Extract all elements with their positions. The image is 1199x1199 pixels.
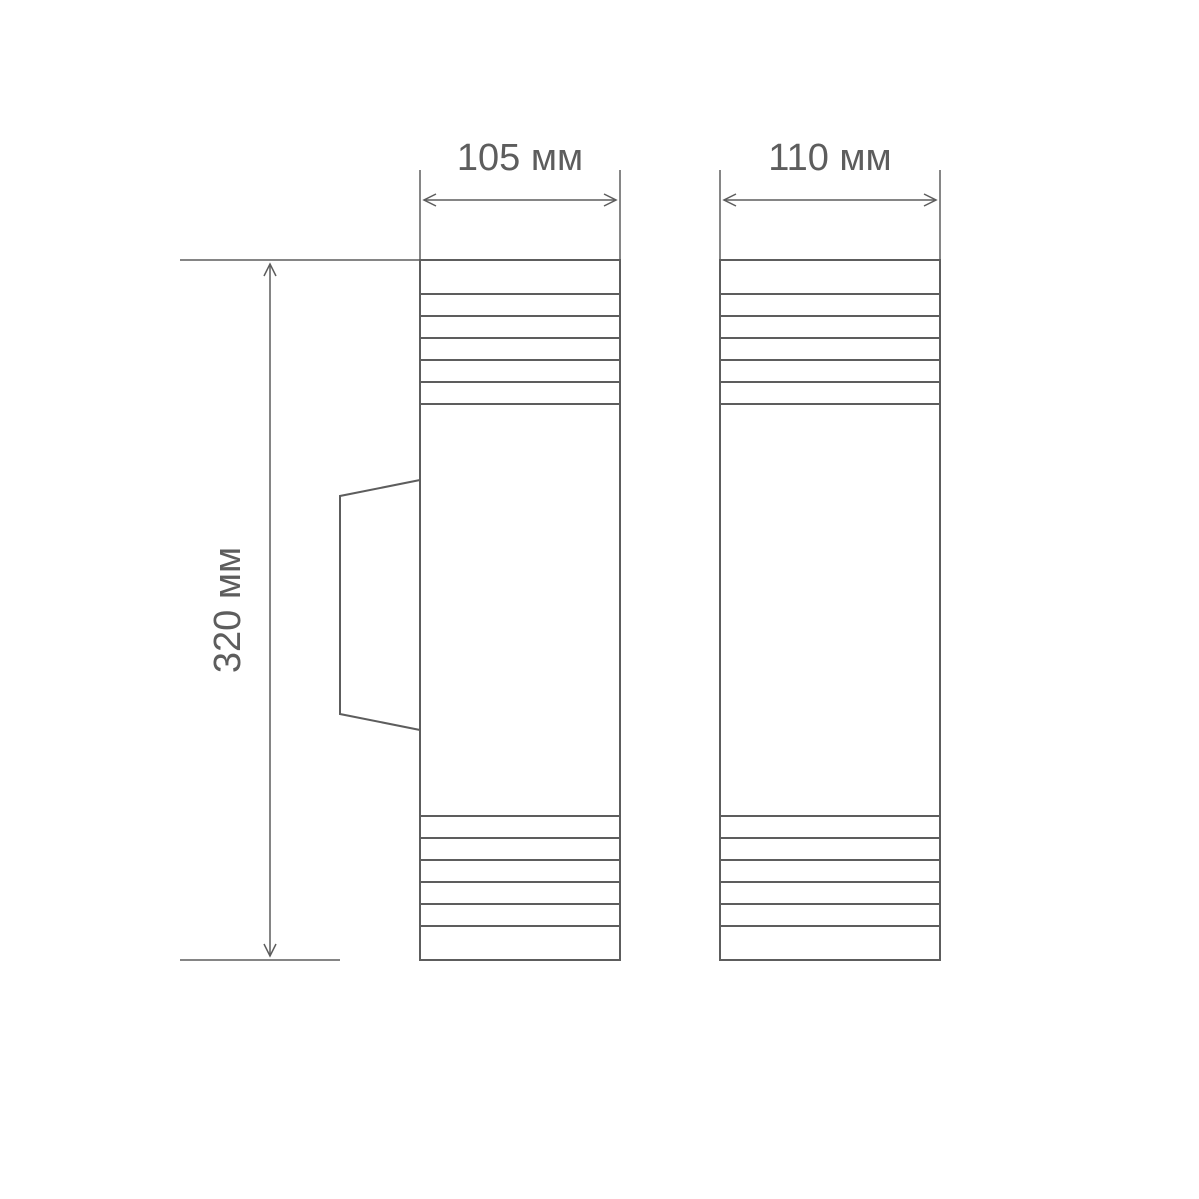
side-view-body <box>420 260 620 960</box>
mounting-bracket <box>340 480 420 730</box>
dimension-diagram: 105 мм 110 мм 320 мм <box>0 0 1199 1199</box>
dim-label-width-right: 110 мм <box>768 137 891 179</box>
front-view-body <box>720 260 940 960</box>
dim-label-height: 320 мм <box>207 547 249 673</box>
dim-label-width-left: 105 мм <box>457 137 583 179</box>
